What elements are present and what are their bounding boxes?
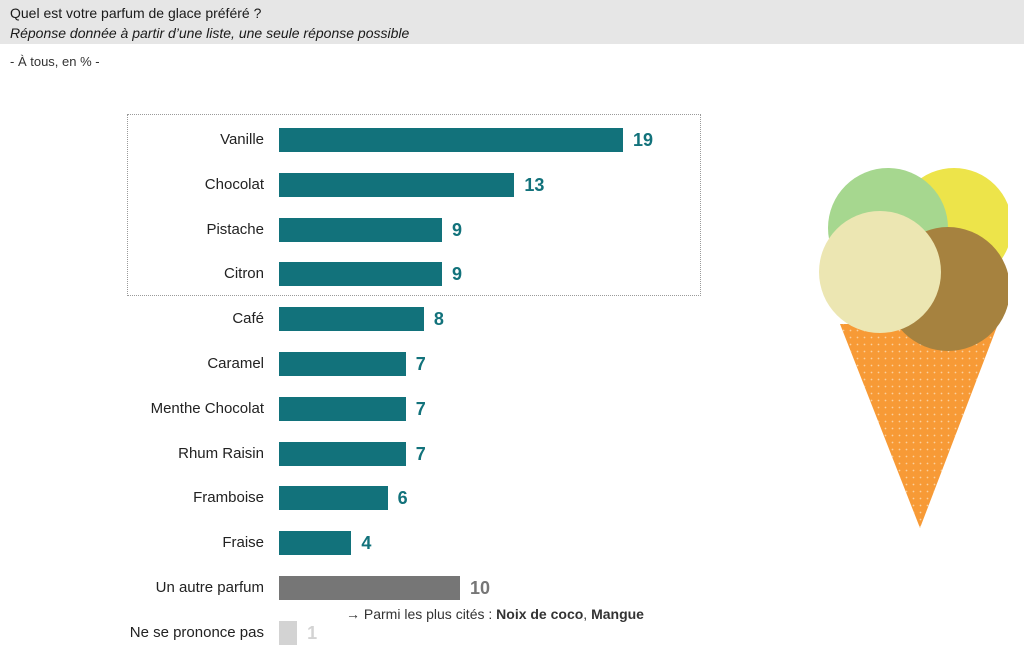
scoop-vanilla xyxy=(819,211,941,333)
bar-chocolat xyxy=(279,172,515,197)
category-label-fraise: Fraise xyxy=(222,534,264,552)
bar-vanille xyxy=(279,128,623,152)
category-label-un-autre-parfum: Un autre parfum xyxy=(155,579,264,596)
category-label-caramel: Caramel xyxy=(207,355,264,372)
category-label-rhum-raisin: Rhum Raisin xyxy=(178,444,264,462)
value-label-ne-se-prononce-pas: 1 xyxy=(307,622,318,643)
note-separator: , xyxy=(583,606,588,622)
ice-cream-cone-icon xyxy=(819,168,1008,528)
category-label-vanille: Vanille xyxy=(220,131,264,148)
bar-caramel xyxy=(279,352,406,376)
bar-citron xyxy=(279,262,442,287)
note-prefix: Parmi les plus cités : xyxy=(363,606,493,622)
category-label-citron: Citron xyxy=(223,265,264,283)
value-label-citron: 9 xyxy=(451,264,462,285)
cone-texture xyxy=(840,324,998,528)
value-label-cafe: 8 xyxy=(433,309,444,330)
bar-rhum-raisin xyxy=(279,441,406,466)
category-label-chocolat: Chocolat xyxy=(204,175,264,193)
base-note: - À tous, en % - xyxy=(10,54,100,69)
bar-menthe-chocolat xyxy=(279,396,406,421)
bar-framboise xyxy=(279,486,388,511)
chart-title: Quel est votre parfum de glace préféré ? xyxy=(10,5,262,21)
arrow-right-icon: → xyxy=(346,606,360,622)
note-item-2: Mangue xyxy=(591,606,644,622)
value-label-fraise: 4 xyxy=(361,533,372,554)
bar-pistache xyxy=(279,217,442,242)
bar-un-autre-parfum xyxy=(279,576,461,600)
other-flavours-note: → Parmi les plus cités : Noix de coco, M… xyxy=(346,606,644,622)
category-label-pistache: Pistache xyxy=(206,220,264,238)
chart-subtitle: Réponse donnée à partir d’une liste, une… xyxy=(10,25,410,41)
value-label-menthe-chocolat: 7 xyxy=(415,398,426,419)
category-label-cafe: Café xyxy=(232,310,264,328)
category-label-ne-se-prononce-pas: Ne se prononce pas xyxy=(129,623,264,641)
category-label-menthe-chocolat: Menthe Chocolat xyxy=(150,399,264,417)
top-four-highlight-box xyxy=(127,114,701,296)
value-label-caramel: 7 xyxy=(415,354,426,374)
bar-ne-se-prononce-pas xyxy=(279,620,298,645)
bar-fraise xyxy=(279,531,352,556)
value-label-rhum-raisin: 7 xyxy=(415,443,426,464)
category-label-framboise: Framboise xyxy=(193,489,264,507)
header-band: Quel est votre parfum de glace préféré ?… xyxy=(0,0,1024,44)
note-item-1: Noix de coco xyxy=(496,606,584,622)
value-label-un-autre-parfum: 10 xyxy=(470,578,491,598)
bar-cafe xyxy=(279,307,424,332)
value-label-pistache: 9 xyxy=(451,219,462,240)
value-label-vanille: 19 xyxy=(633,130,654,150)
value-label-chocolat: 13 xyxy=(524,174,545,195)
value-label-framboise: 6 xyxy=(397,488,408,509)
